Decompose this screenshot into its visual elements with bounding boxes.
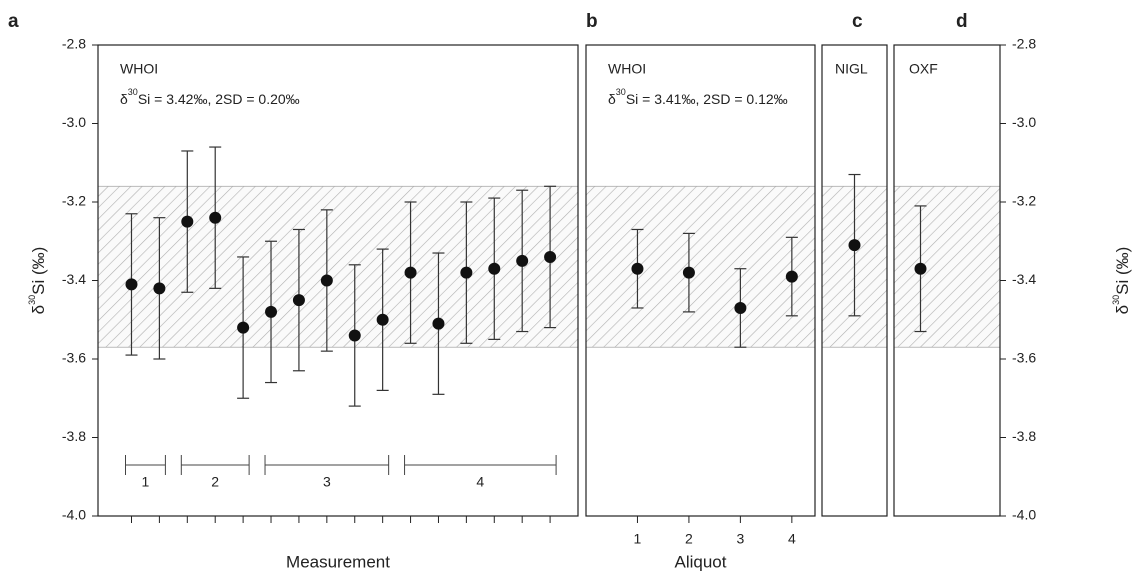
y-axis-label: δ30Si (‰)	[1111, 247, 1132, 315]
panel-title: WHOI	[608, 61, 646, 77]
data-point	[376, 313, 389, 326]
y-tick-label: -3.0	[62, 114, 86, 130]
y-tick-label: -3.4	[1012, 271, 1036, 287]
group-label: 4	[476, 474, 484, 490]
group-label: 1	[142, 474, 150, 490]
y-tick-label: -3.6	[1012, 350, 1036, 366]
panel-letter: c	[852, 11, 863, 32]
panel-title: OXF	[909, 61, 938, 77]
reference-band	[893, 185, 1001, 348]
data-point	[848, 239, 861, 252]
data-point	[914, 262, 927, 275]
data-point	[209, 211, 222, 224]
data-point	[544, 250, 557, 263]
annotation-part: δ	[120, 91, 128, 107]
annotation: δ30Si = 3.41‰, 2SD = 0.12‰	[608, 87, 788, 106]
data-point	[125, 278, 138, 291]
data-point	[734, 301, 747, 314]
panel-letter: b	[586, 11, 598, 32]
annotation-part: δ	[608, 91, 616, 107]
data-point	[516, 254, 529, 267]
data-point	[488, 262, 501, 275]
y-tick-label: -3.8	[62, 428, 86, 444]
x-tick-label: 2	[685, 531, 693, 547]
data-point	[348, 329, 361, 342]
x-axis-label: Measurement	[286, 552, 390, 571]
panel-title: NIGL	[835, 61, 868, 77]
reference-band	[585, 185, 816, 348]
panel-letter: d	[956, 11, 968, 32]
data-point	[404, 266, 417, 279]
y-tick-label: -2.8	[62, 36, 86, 52]
x-tick-label: 1	[634, 531, 642, 547]
y-axis-label-part: δ	[29, 305, 48, 314]
y-axis-label-part: Si (‰)	[29, 247, 48, 295]
y-axis-label: δ30Si (‰)	[27, 247, 48, 315]
annotation-part: Si = 3.41‰, 2SD = 0.12‰	[626, 91, 788, 107]
y-tick-label: -3.2	[1012, 193, 1036, 209]
panel-frame	[821, 44, 888, 517]
data-point	[153, 282, 166, 295]
data-point	[682, 266, 695, 279]
annotation-part: 30	[616, 87, 626, 97]
data-point	[460, 266, 473, 279]
x-axis-label: Aliquot	[675, 552, 727, 571]
data-point	[181, 215, 194, 228]
data-point	[237, 321, 250, 334]
data-point	[432, 317, 445, 330]
y-tick-label: -3.8	[1012, 428, 1036, 444]
y-tick-label: -4.0	[62, 507, 86, 523]
data-point	[785, 270, 798, 283]
panel-letter: a	[8, 11, 19, 32]
panel-title: WHOI	[120, 61, 158, 77]
y-axis-label-part: δ	[1113, 305, 1132, 314]
annotation-part: Si = 3.42‰, 2SD = 0.20‰	[138, 91, 300, 107]
y-tick-label: -4.0	[1012, 507, 1036, 523]
data-point	[320, 274, 333, 287]
y-tick-label: -2.8	[1012, 36, 1036, 52]
y-tick-label: -3.4	[62, 271, 86, 287]
data-point	[631, 262, 644, 275]
y-tick-label: -3.2	[62, 193, 86, 209]
y-tick-label: -3.0	[1012, 114, 1036, 130]
y-axis-label-part: Si (‰)	[1113, 247, 1132, 295]
y-axis-label-part: 30	[27, 295, 37, 305]
data-point	[265, 305, 278, 318]
group-label: 3	[323, 474, 331, 490]
annotation-part: 30	[128, 87, 138, 97]
y-axis-label-part: 30	[1111, 295, 1121, 305]
data-point	[292, 294, 305, 307]
group-label: 2	[211, 474, 219, 490]
x-tick-label: 3	[736, 531, 744, 547]
reference-band	[97, 185, 579, 348]
annotation: δ30Si = 3.42‰, 2SD = 0.20‰	[120, 87, 300, 106]
panel-frame	[585, 44, 816, 517]
y-tick-label: -3.6	[62, 350, 86, 366]
x-tick-label: 4	[788, 531, 796, 547]
